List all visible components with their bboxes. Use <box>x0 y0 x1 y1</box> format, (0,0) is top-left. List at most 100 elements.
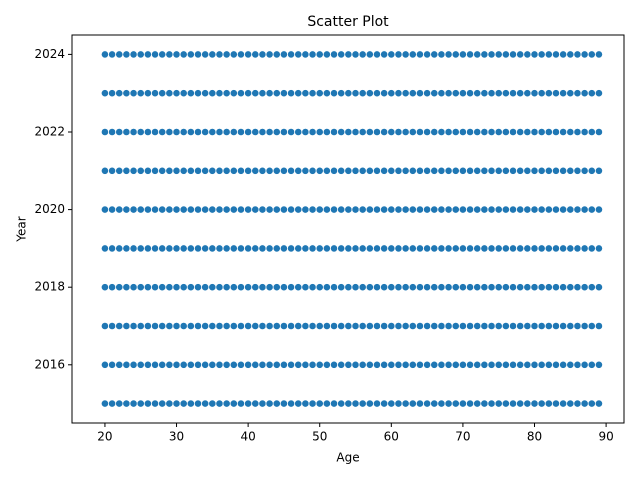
point <box>552 166 560 175</box>
point <box>416 283 424 292</box>
point <box>280 166 288 175</box>
point <box>165 360 174 369</box>
point <box>394 128 403 136</box>
point <box>108 166 116 175</box>
point <box>480 399 489 408</box>
point <box>258 89 267 98</box>
point <box>373 166 381 175</box>
point <box>416 50 424 59</box>
point <box>380 166 389 175</box>
point <box>559 205 568 214</box>
point <box>122 205 131 214</box>
point <box>595 283 603 292</box>
point <box>101 244 109 253</box>
point <box>437 283 446 292</box>
point <box>559 360 568 369</box>
point <box>122 89 131 98</box>
point <box>301 244 310 253</box>
point <box>322 283 331 292</box>
point <box>330 283 338 292</box>
point <box>380 50 389 59</box>
point <box>552 205 560 214</box>
point <box>322 205 331 214</box>
point <box>416 322 424 330</box>
point <box>194 322 202 330</box>
point <box>158 166 167 175</box>
point <box>165 166 174 175</box>
point <box>544 128 553 136</box>
point <box>115 128 124 136</box>
point <box>430 89 439 98</box>
point <box>566 128 575 136</box>
point <box>587 205 596 214</box>
point <box>301 322 310 330</box>
point <box>358 50 367 59</box>
point <box>487 322 496 330</box>
point <box>451 283 460 292</box>
point <box>487 283 496 292</box>
point <box>380 283 389 292</box>
point <box>294 283 303 292</box>
point <box>201 244 210 253</box>
point <box>358 283 367 292</box>
point <box>186 205 195 214</box>
point <box>430 399 439 408</box>
point <box>201 283 210 292</box>
point <box>129 322 138 330</box>
point <box>487 128 496 136</box>
point <box>108 128 116 136</box>
point <box>272 244 281 253</box>
point <box>351 283 360 292</box>
point <box>573 89 582 98</box>
point <box>358 399 367 408</box>
point <box>573 360 582 369</box>
y-tick-label: 2016 <box>34 357 65 371</box>
point <box>251 205 260 214</box>
point <box>523 50 532 59</box>
point <box>237 166 245 175</box>
point <box>494 360 503 369</box>
point <box>244 128 253 136</box>
point <box>559 244 568 253</box>
point <box>151 322 159 330</box>
point <box>322 166 331 175</box>
point <box>494 50 503 59</box>
point <box>179 128 188 136</box>
point <box>287 166 295 175</box>
point <box>573 128 582 136</box>
point <box>516 360 525 369</box>
point <box>566 399 575 408</box>
point <box>244 89 253 98</box>
point <box>101 360 109 369</box>
point <box>237 399 245 408</box>
point <box>566 360 575 369</box>
point <box>473 89 482 98</box>
point <box>280 89 288 98</box>
point <box>194 89 202 98</box>
point <box>215 50 224 59</box>
point <box>115 89 124 98</box>
point <box>337 128 346 136</box>
point <box>587 283 596 292</box>
point <box>430 244 439 253</box>
point <box>129 244 138 253</box>
point <box>337 50 346 59</box>
point <box>523 322 532 330</box>
point <box>380 399 389 408</box>
point <box>544 205 553 214</box>
point <box>237 50 245 59</box>
point <box>380 128 389 136</box>
point <box>265 244 274 253</box>
x-tick-label: 70 <box>455 430 470 444</box>
point <box>194 283 202 292</box>
point <box>308 360 317 369</box>
point <box>351 50 360 59</box>
point <box>108 283 116 292</box>
point <box>265 89 274 98</box>
point <box>143 166 152 175</box>
point <box>595 205 603 214</box>
x-tick-label: 80 <box>527 430 542 444</box>
point <box>308 322 317 330</box>
y-tick-label: 2022 <box>34 125 65 139</box>
